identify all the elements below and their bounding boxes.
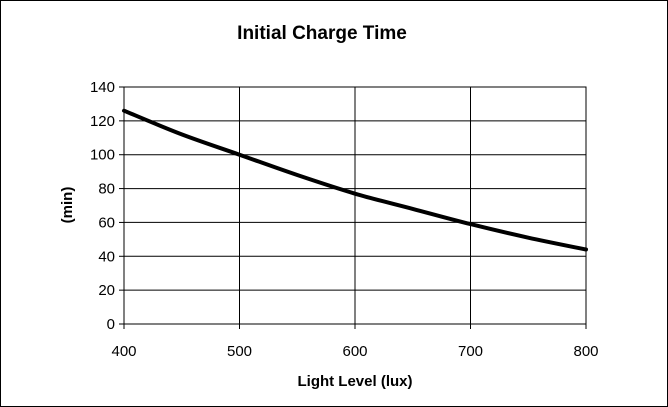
y-axis-label: (min) bbox=[59, 187, 76, 224]
y-axis-ticks: 0 20 40 60 80 100 120 140 bbox=[90, 79, 124, 333]
x-tick-label: 800 bbox=[573, 343, 598, 360]
y-tick-label: 100 bbox=[90, 147, 115, 164]
x-axis-label: Light Level (lux) bbox=[297, 373, 412, 390]
y-tick-label: 20 bbox=[98, 282, 115, 299]
y-tick-label: 0 bbox=[107, 316, 115, 333]
x-tick-label: 600 bbox=[342, 343, 367, 360]
y-tick-label: 140 bbox=[90, 79, 115, 96]
y-tick-label: 60 bbox=[98, 214, 115, 231]
series-line bbox=[122, 108, 588, 252]
x-tick-label: 700 bbox=[458, 343, 483, 360]
x-tick-label: 500 bbox=[227, 343, 252, 360]
y-tick-label: 40 bbox=[98, 248, 115, 265]
x-axis-ticks: 400 500 600 700 800 bbox=[111, 324, 599, 360]
x-tick-label: 400 bbox=[111, 343, 136, 360]
chart-title: Initial Charge Time bbox=[237, 23, 407, 44]
y-tick-label: 80 bbox=[98, 181, 115, 198]
grid-lines bbox=[124, 87, 586, 324]
y-tick-label: 120 bbox=[90, 113, 115, 130]
